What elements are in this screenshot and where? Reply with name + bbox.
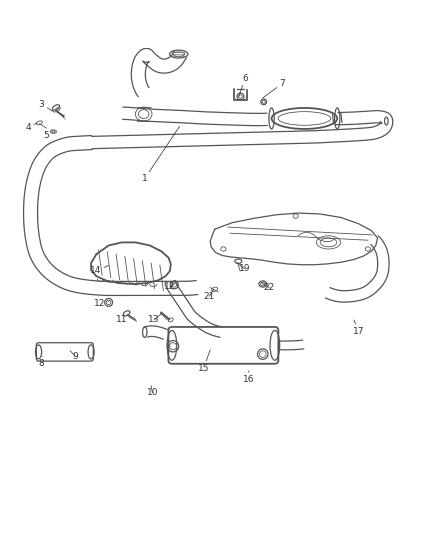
Text: 10: 10	[147, 386, 158, 397]
Text: 17: 17	[353, 320, 364, 336]
Text: 19: 19	[239, 264, 250, 273]
Text: 4: 4	[26, 123, 37, 132]
Text: 9: 9	[70, 351, 78, 361]
Text: 3: 3	[39, 100, 55, 112]
Text: 16: 16	[243, 371, 254, 384]
Text: 1: 1	[141, 126, 180, 183]
Text: 12: 12	[164, 282, 176, 290]
Text: 13: 13	[148, 314, 161, 325]
Text: 21: 21	[204, 289, 215, 301]
Text: 8: 8	[39, 356, 45, 368]
Text: 6: 6	[239, 74, 248, 96]
Text: 12: 12	[94, 299, 109, 308]
Text: 14: 14	[90, 265, 109, 276]
Text: 5: 5	[43, 130, 52, 140]
Text: 11: 11	[116, 316, 131, 325]
Text: 7: 7	[263, 79, 286, 98]
Text: 22: 22	[262, 283, 275, 292]
Text: 15: 15	[198, 350, 210, 373]
